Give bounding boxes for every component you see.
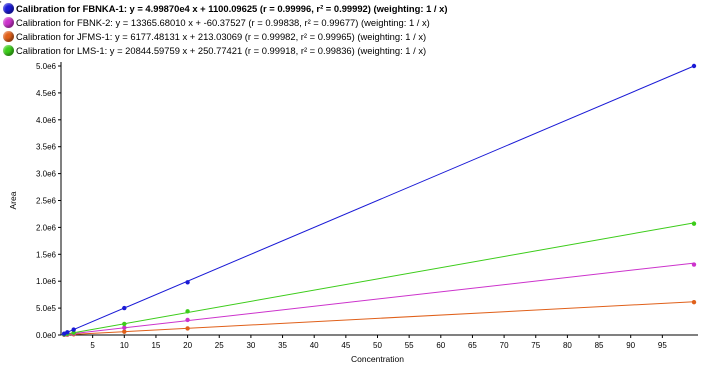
data-point-lms-1[interactable] xyxy=(71,330,76,335)
x-tick-label: 35 xyxy=(278,341,287,350)
data-point-lms-1[interactable] xyxy=(122,321,127,327)
x-tick-label: 60 xyxy=(436,341,445,350)
y-tick-label: 3.0e6 xyxy=(36,170,57,179)
x-tick-label: 75 xyxy=(531,341,540,350)
data-points xyxy=(61,63,697,338)
chart-axes xyxy=(60,62,698,336)
x-tick-label: 20 xyxy=(183,341,192,350)
legend-item-fbnka-1[interactable]: Calibration for FBNKA-1: y = 4.99870e4 x… xyxy=(3,2,447,15)
data-point-fbnk-2[interactable] xyxy=(122,325,127,330)
fit-line-lms-1 xyxy=(60,222,695,336)
x-tick-label: 50 xyxy=(373,341,382,350)
data-point-fbnka-1[interactable] xyxy=(691,63,697,69)
legend-dot-icon xyxy=(3,17,14,28)
x-tick-label: 25 xyxy=(215,341,224,350)
x-axis-label: Concentration xyxy=(351,354,404,364)
x-tick-label: 95 xyxy=(658,341,667,350)
legend-label: Calibration for JFMS-1: y = 6177.48131 x… xyxy=(16,31,427,42)
y-tick-label: 4.5e6 xyxy=(36,89,57,98)
y-tick-label: 2.0e6 xyxy=(36,223,57,232)
y-tick-label: 5.0e5 xyxy=(36,304,57,313)
data-point-fbnka-1[interactable] xyxy=(71,327,76,332)
x-tick-label: 70 xyxy=(500,341,509,350)
y-tick-label: 4.0e6 xyxy=(36,116,57,125)
y-axis-label: Area xyxy=(8,191,18,209)
x-tick-label: 40 xyxy=(310,341,319,350)
legend-item-jfms-1[interactable]: Calibration for JFMS-1: y = 6177.48131 x… xyxy=(3,30,426,43)
data-point-fbnka-1[interactable] xyxy=(185,280,190,285)
fit-lines xyxy=(60,65,695,336)
x-tick-label: 90 xyxy=(626,341,635,350)
y-tick-label: 3.5e6 xyxy=(36,143,57,152)
legend-label: Calibration for FBNKA-1: y = 4.99870e4 x… xyxy=(16,3,448,14)
fit-line-fbnk-2 xyxy=(60,262,695,336)
data-point-fbnk-2[interactable] xyxy=(691,262,697,267)
y-ticks: 0.0e0 5.0e5 1.0e6 1.5e6 2.0e6 2.5e6 3.0e6 3.5e6… xyxy=(36,62,61,340)
y-tick-label: 1.0e6 xyxy=(36,277,57,286)
legend-dot-icon xyxy=(3,3,14,14)
x-ticks: 5 10 15 20 25 30 35 40 45 50 55 60 65 70 75 80 85 90 95 xyxy=(90,335,667,350)
legend-item-lms-1[interactable]: Calibration for LMS-1: y = 20844.59759 x… xyxy=(3,44,426,57)
data-point-jfms-1[interactable] xyxy=(185,326,190,331)
x-tick-label: 45 xyxy=(341,341,350,350)
y-tick-label: 0.0e0 xyxy=(36,331,57,340)
data-point-fbnka-1[interactable] xyxy=(122,305,127,311)
legend-corner-mark: ' xyxy=(0,0,2,9)
legend-item-fbnk-2[interactable]: Calibration for FBNK-2: y = 13365.68010 … xyxy=(3,16,430,29)
legend-dot-icon xyxy=(3,45,14,56)
fit-line-jfms-1 xyxy=(60,301,695,336)
x-tick-label: 80 xyxy=(563,341,572,350)
x-tick-label: 15 xyxy=(151,341,160,350)
data-point-lms-1[interactable] xyxy=(691,221,697,226)
legend-label: Calibration for FBNK-2: y = 13365.68010 … xyxy=(16,17,430,28)
y-tick-label: 1.5e6 xyxy=(36,250,57,259)
x-tick-label: 5 xyxy=(90,341,95,350)
x-tick-label: 55 xyxy=(405,341,414,350)
legend-dot-icon xyxy=(3,31,14,42)
data-point-fbnk-2[interactable] xyxy=(185,317,190,323)
x-tick-label: 65 xyxy=(468,341,477,350)
x-tick-label: 85 xyxy=(595,341,604,350)
x-tick-label: 10 xyxy=(120,341,129,350)
x-tick-label: 30 xyxy=(246,341,255,350)
y-tick-label: 5.0e6 xyxy=(36,62,57,71)
data-point-jfms-1[interactable] xyxy=(122,329,127,334)
fit-line-fbnka-1 xyxy=(60,65,695,336)
y-tick-label: 2.5e6 xyxy=(36,197,57,206)
data-point-fbnka-1[interactable] xyxy=(65,330,70,335)
legend-label: Calibration for LMS-1: y = 20844.59759 x… xyxy=(16,45,427,56)
data-point-jfms-1[interactable] xyxy=(691,299,697,305)
data-point-lms-1[interactable] xyxy=(185,309,190,314)
